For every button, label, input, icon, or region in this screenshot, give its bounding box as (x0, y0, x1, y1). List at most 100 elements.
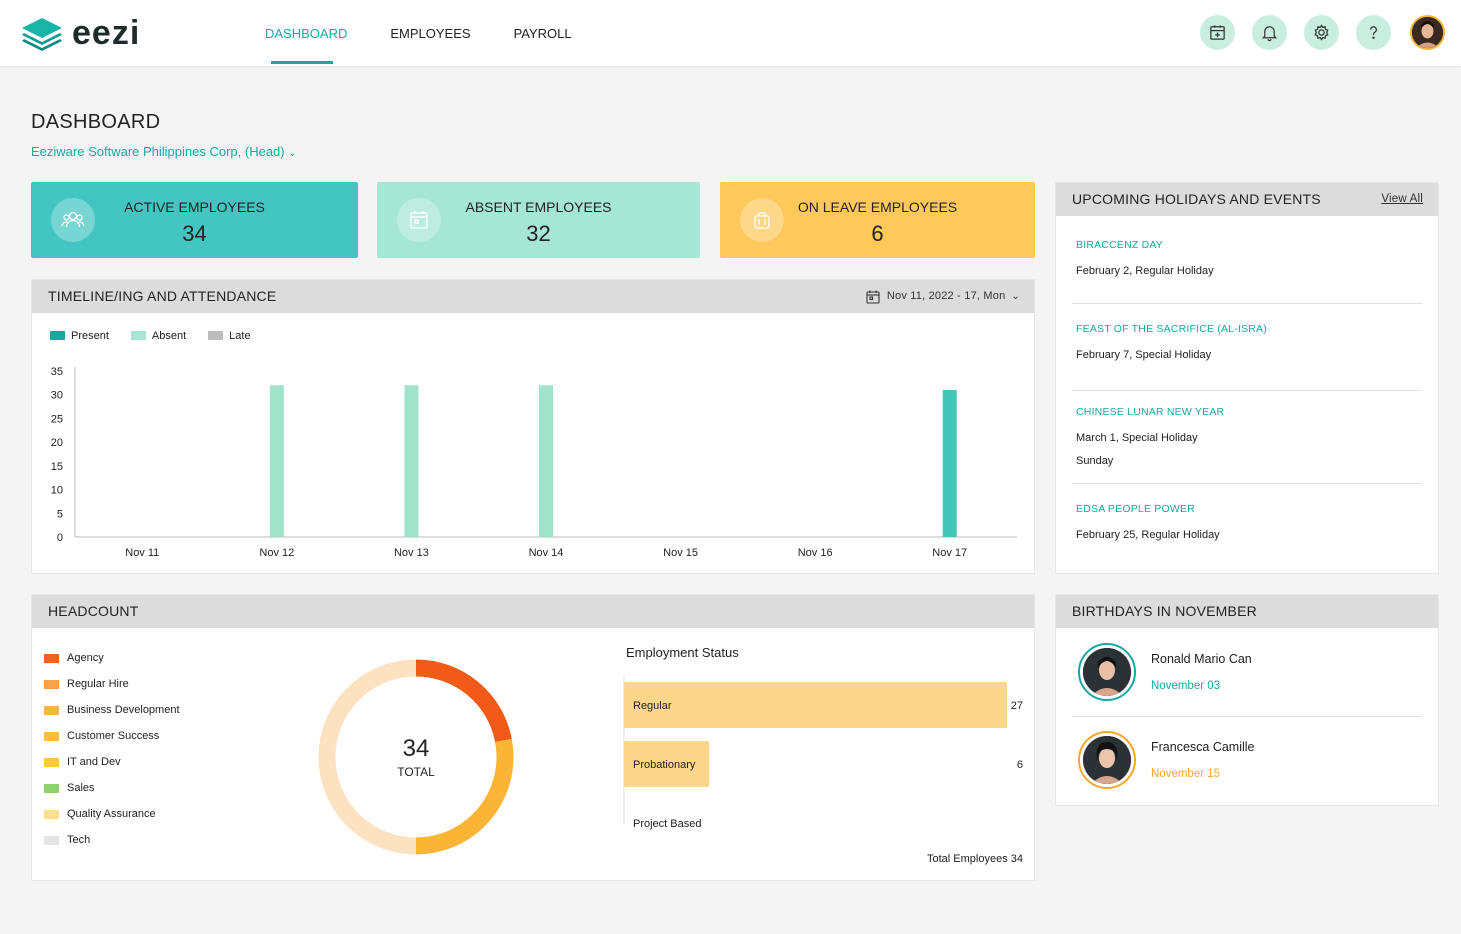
total-employees: Total Employees 34 (927, 853, 1023, 865)
legend-item[interactable]: Business Development (44, 697, 180, 723)
logo-layers-icon (22, 17, 62, 51)
company-selector[interactable]: Eeziware Software Philippines Corp, (Hea… (31, 144, 297, 159)
holiday-item[interactable]: EDSA PEOPLE POWER February 25, Regular H… (1056, 484, 1438, 541)
user-avatar[interactable] (1410, 15, 1445, 50)
birthday-item[interactable]: Ronald Mario Can November 03 (1078, 643, 1252, 701)
status-label: Project Based (633, 818, 701, 830)
x-tick-label: Nov 17 (932, 547, 967, 559)
y-tick-label: 35 (51, 366, 63, 378)
view-all-link[interactable]: View All (1381, 193, 1423, 205)
card-header: UPCOMING HOLIDAYS AND EVENTS View All (1056, 183, 1438, 216)
stat-on-leave-employees[interactable]: ON LEAVE EMPLOYEES 6 (720, 182, 1035, 258)
y-tick-label: 5 (57, 508, 63, 520)
settings-button[interactable] (1304, 15, 1339, 50)
legend-item[interactable]: Sales (44, 775, 180, 801)
donut-total-value: 34 (402, 735, 430, 762)
x-tick-label: Nov 16 (798, 547, 833, 559)
calendar-icon (866, 290, 880, 304)
legend-swatch (44, 809, 59, 819)
divider (1072, 483, 1422, 484)
stat-absent-employees[interactable]: ABSENT EMPLOYEES 32 (377, 182, 700, 258)
employment-status-title: Employment Status (626, 645, 739, 660)
legend-swatch (44, 653, 59, 663)
y-tick-label: 25 (51, 413, 63, 425)
holiday-name: EDSA PEOPLE POWER (1076, 503, 1195, 515)
bell-icon (1261, 26, 1278, 42)
legend-late[interactable]: Late (208, 330, 251, 342)
card-title: HEADCOUNT (48, 603, 139, 619)
holiday-date: February 2, Regular Holiday (1076, 265, 1214, 277)
holiday-day: Sunday (1076, 455, 1114, 467)
legend-swatch (44, 757, 59, 767)
divider (1072, 303, 1422, 304)
legend-swatch (44, 679, 59, 689)
help-icon (1370, 26, 1377, 39)
people-icon (51, 198, 95, 242)
page-title: DASHBOARD (31, 111, 161, 133)
stat-active-employees[interactable]: ACTIVE EMPLOYEES 34 (31, 182, 358, 258)
stat-value: 6 (871, 221, 884, 246)
notifications-button[interactable] (1252, 15, 1287, 50)
bar-present (942, 389, 957, 537)
status-label: Probationary (633, 759, 696, 771)
x-tick-label: Nov 12 (259, 547, 294, 559)
x-tick-label: Nov 15 (663, 547, 698, 559)
headcount-card: HEADCOUNT Agency Regular Hire Business D… (31, 594, 1035, 881)
legend-label: Present (71, 330, 109, 342)
legend-item[interactable]: Agency (44, 645, 180, 671)
employment-status-chart: Regular 27 Probationary 6 Project Based (623, 675, 1023, 830)
holiday-date: February 25, Regular Holiday (1076, 529, 1220, 541)
chart-legend: Present Absent Late (50, 330, 251, 342)
nav-dashboard[interactable]: DASHBOARD (265, 0, 347, 66)
nav-employees[interactable]: EMPLOYEES (390, 26, 471, 41)
luggage-icon (740, 198, 784, 242)
toolbar (1200, 15, 1445, 50)
legend-item[interactable]: Quality Assurance (44, 801, 180, 827)
holiday-date: March 1, Special Holiday (1076, 432, 1198, 444)
status-bar (624, 682, 1007, 728)
legend-label: Quality Assurance (67, 808, 156, 820)
card-title: BIRTHDAYS IN NOVEMBER (1072, 603, 1257, 619)
donut-segment (318, 659, 514, 855)
help-button[interactable] (1356, 15, 1391, 50)
status-value: 27 (1011, 700, 1023, 712)
company-name: Eeziware Software Philippines Corp, (Hea… (31, 144, 285, 159)
brand-logo[interactable]: eezi (20, 14, 140, 53)
stat-label: ACTIVE EMPLOYEES (124, 199, 265, 215)
status-bar (624, 741, 710, 787)
calendar-plus-button[interactable] (1200, 15, 1235, 50)
chevron-down-icon: ⌄ (288, 148, 297, 159)
date-range-text: Nov 11, 2022 - 17, Mon (886, 290, 1006, 302)
y-tick-label: 10 (51, 485, 63, 497)
legend-label: Late (229, 330, 251, 342)
birthday-item[interactable]: Francesca Camille November 15 (1078, 731, 1255, 789)
nav-payroll[interactable]: PAYROLL (513, 26, 572, 41)
status-label: Regular (633, 700, 672, 712)
divider (1072, 716, 1422, 717)
gear-icon (1314, 24, 1329, 41)
legend-item[interactable]: Tech (44, 827, 180, 853)
legend-item[interactable]: Customer Success (44, 723, 180, 749)
donut-segment (318, 659, 514, 855)
legend-label: IT and Dev (67, 756, 121, 768)
y-tick-label: 30 (51, 390, 63, 402)
legend-swatch (130, 331, 146, 340)
legend-present[interactable]: Present (50, 330, 109, 342)
birthday-name: Ronald Mario Can (1151, 652, 1252, 666)
date-range-selector[interactable]: Nov 11, 2022 - 17, Mon ⌄ (865, 280, 1020, 313)
avatar (1078, 643, 1136, 701)
card-title: TIMELINE/ING AND ATTENDANCE (48, 288, 277, 304)
holiday-name: CHINESE LUNAR NEW YEAR (1076, 406, 1225, 418)
holiday-item[interactable]: FEAST OF THE SACRIFICE (AL-ISRA) Februar… (1056, 304, 1438, 390)
legend-absent[interactable]: Absent (130, 330, 186, 342)
bar-absent (269, 385, 284, 537)
legend-label: Tech (67, 834, 91, 846)
brand-name: eezi (72, 14, 141, 52)
holiday-item[interactable]: CHINESE LUNAR NEW YEAR March 1, Special … (1056, 391, 1438, 483)
stat-value: 32 (526, 221, 551, 246)
holiday-item[interactable]: BIRACCENZ DAY February 2, Regular Holida… (1056, 216, 1438, 303)
user-photo-icon (1412, 17, 1443, 48)
legend-item[interactable]: Regular Hire (44, 671, 180, 697)
attendance-chart: 35 30 25 20 15 10 5 0 Nov 11 Nov 12 Nov 13 Nov 14 No… (51, 366, 1017, 559)
legend-item[interactable]: IT and Dev (44, 749, 180, 775)
